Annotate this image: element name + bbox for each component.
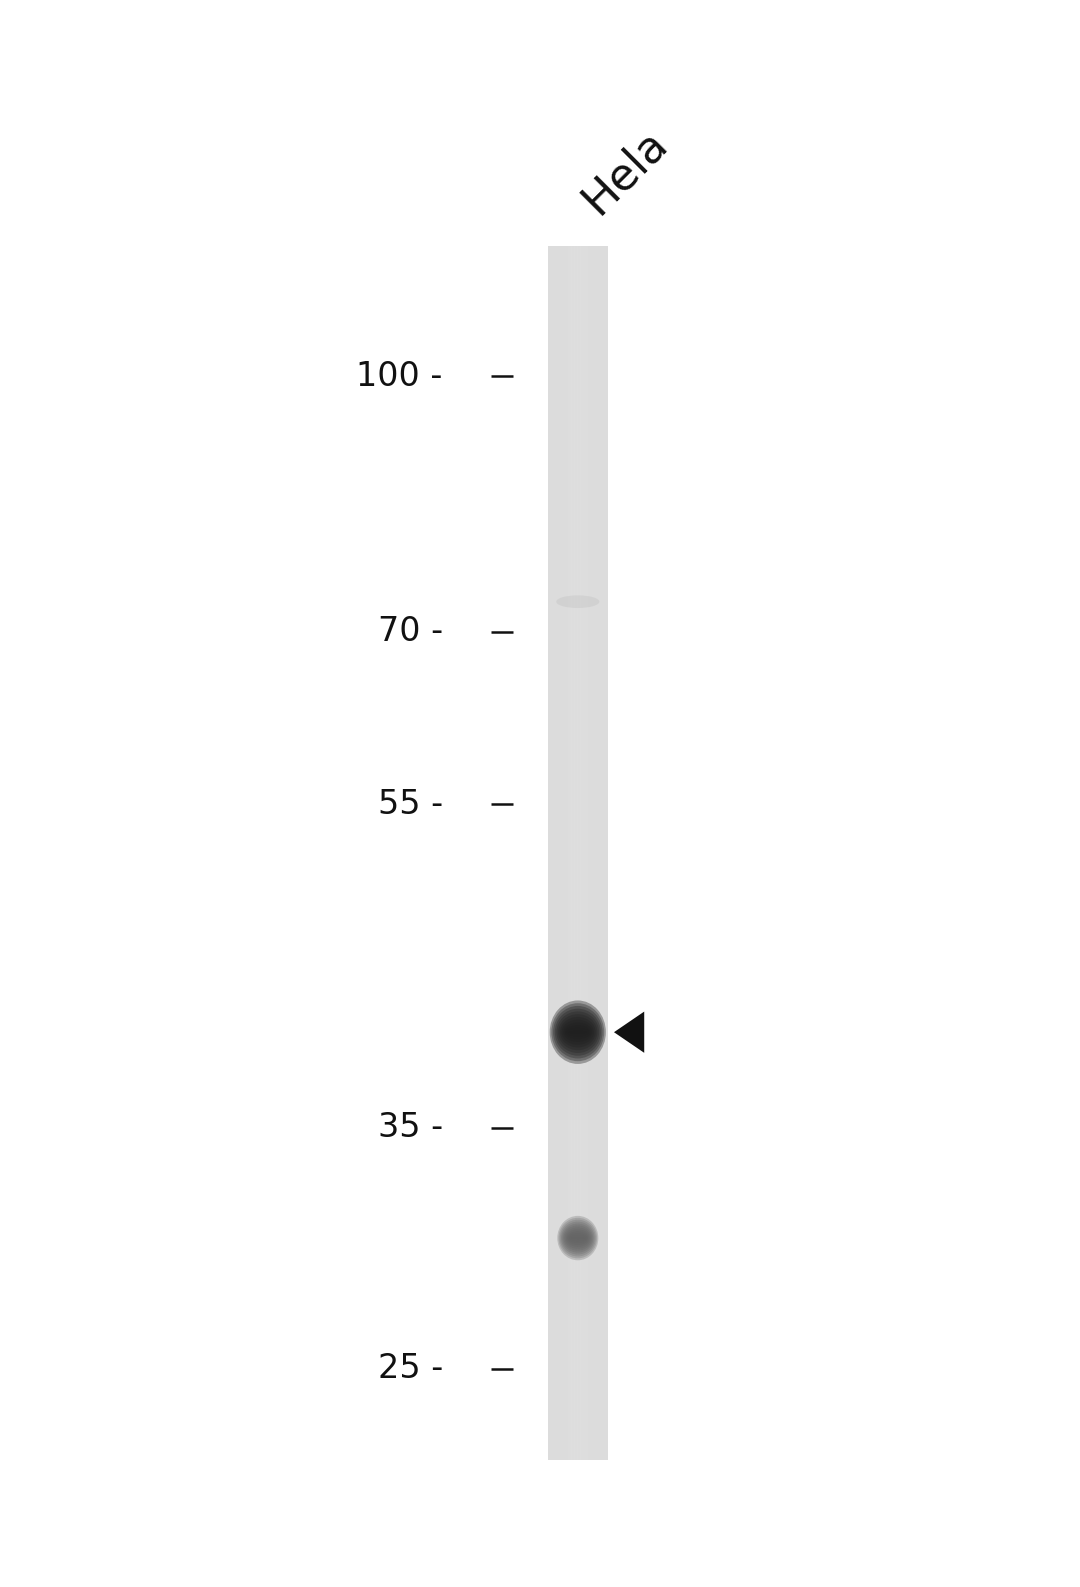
Text: 25 -: 25 -: [378, 1352, 443, 1385]
Ellipse shape: [556, 1011, 599, 1054]
Ellipse shape: [552, 1003, 604, 1062]
Ellipse shape: [567, 1232, 589, 1244]
Ellipse shape: [565, 1025, 591, 1039]
Ellipse shape: [553, 1006, 603, 1059]
Ellipse shape: [562, 1020, 594, 1044]
Text: 70 -: 70 -: [378, 616, 443, 647]
Ellipse shape: [555, 1009, 600, 1055]
Ellipse shape: [563, 1224, 593, 1252]
Ellipse shape: [550, 1000, 606, 1063]
Ellipse shape: [559, 1017, 596, 1047]
Text: 100 -: 100 -: [356, 360, 443, 394]
Bar: [549, 246, 608, 1460]
Ellipse shape: [564, 1225, 592, 1251]
Text: Hela: Hela: [575, 121, 676, 222]
Ellipse shape: [561, 1222, 595, 1255]
Ellipse shape: [558, 1014, 597, 1051]
Text: 35 -: 35 -: [378, 1111, 443, 1144]
Ellipse shape: [559, 1220, 596, 1257]
Ellipse shape: [558, 1217, 597, 1258]
Text: 55 -: 55 -: [378, 787, 443, 820]
Ellipse shape: [566, 1230, 590, 1247]
Polygon shape: [613, 1011, 644, 1052]
Ellipse shape: [565, 1227, 591, 1249]
Ellipse shape: [557, 1216, 598, 1260]
Ellipse shape: [564, 1022, 592, 1043]
Ellipse shape: [556, 595, 599, 608]
